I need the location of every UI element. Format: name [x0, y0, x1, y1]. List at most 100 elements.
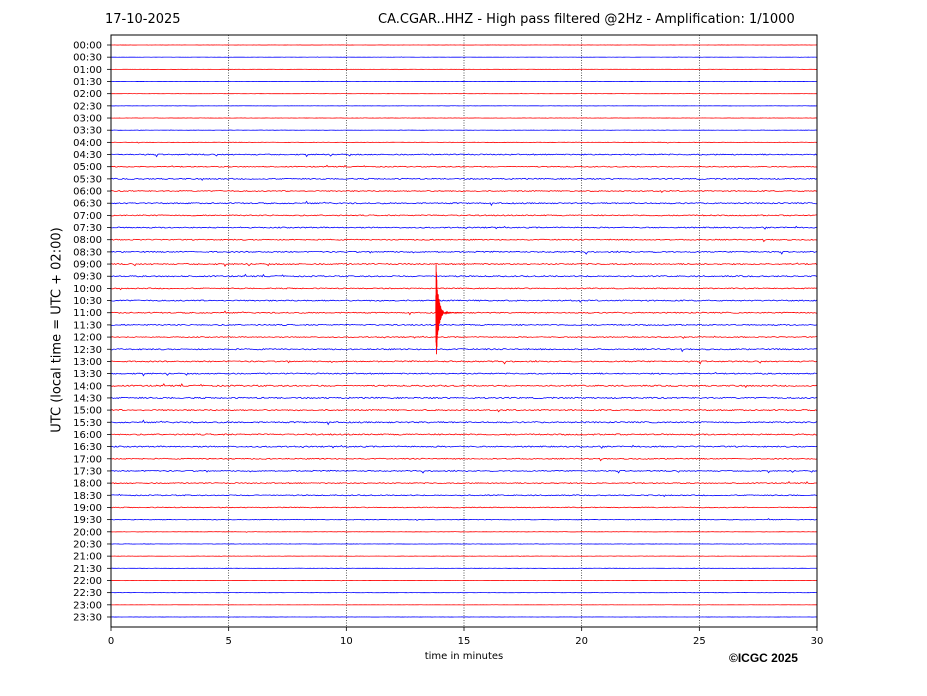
trace-line [110, 457, 817, 462]
trace-line [110, 531, 817, 533]
trace-line [110, 238, 817, 243]
trace-line [110, 579, 817, 582]
trace-line [110, 200, 817, 207]
trace-line [110, 310, 817, 316]
trace-line [110, 567, 817, 570]
y-tick-label: 03:30 [73, 126, 102, 137]
y-tick-label: 17:00 [73, 454, 102, 465]
x-tick-label: 15 [458, 636, 471, 647]
y-tick-label: 16:30 [73, 442, 102, 453]
event-waveform [435, 264, 444, 355]
date-label: 17-10-2025 [105, 12, 181, 27]
trace-line [110, 250, 817, 255]
y-tick-label: 15:00 [73, 406, 102, 417]
trace-line [110, 555, 817, 557]
y-tick-label: 09:30 [73, 272, 102, 283]
y-tick-label: 23:30 [73, 612, 102, 623]
y-tick-label: 17:30 [73, 466, 102, 477]
y-tick-label: 13:00 [73, 357, 102, 368]
trace-line [110, 409, 817, 413]
y-tick-label: 02:30 [73, 101, 102, 112]
trace-line [110, 153, 817, 158]
y-tick-label: 08:00 [73, 235, 102, 246]
y-tick-label: 19:30 [73, 515, 102, 526]
trace-line [110, 129, 817, 131]
y-tick-label: 09:00 [73, 260, 102, 271]
trace-line [110, 80, 817, 83]
x-tick-label: 5 [225, 636, 231, 647]
copyright-label: ©ICGC 2025 [729, 651, 798, 665]
y-tick-label: 18:00 [73, 479, 102, 490]
y-tick-label: 03:00 [73, 114, 102, 125]
trace-line [110, 419, 817, 426]
y-tick-label: 05:30 [73, 174, 102, 185]
trace-line [110, 506, 817, 509]
y-tick-label: 04:00 [73, 138, 102, 149]
trace-line [111, 348, 817, 353]
y-tick-label: 06:00 [73, 187, 102, 198]
y-tick-label: 15:30 [73, 418, 102, 429]
trace-line [110, 360, 817, 365]
trace-line [110, 323, 817, 326]
trace-line [110, 481, 817, 485]
trace-line [110, 68, 817, 71]
trace-line [110, 273, 817, 278]
y-tick-label: 12:30 [73, 345, 102, 356]
y-tick-label: 00:30 [73, 53, 102, 64]
y-tick-label: 21:30 [73, 564, 102, 575]
y-tick-label: 05:00 [73, 162, 102, 173]
y-tick-label: 20:00 [73, 527, 102, 538]
y-tick-label: 16:00 [73, 430, 102, 441]
y-tick-label: 07:30 [73, 223, 102, 234]
x-axis-label: time in minutes [424, 651, 504, 662]
trace-line [110, 92, 817, 95]
y-tick-label: 12:00 [73, 333, 102, 344]
trace-line [110, 372, 817, 377]
trace-line [110, 225, 817, 230]
y-tick-label: 11:30 [73, 320, 102, 331]
y-tick-label: 06:30 [73, 199, 102, 210]
y-tick-label: 07:00 [73, 211, 102, 222]
trace-line [110, 518, 817, 521]
y-tick-label: 04:30 [73, 150, 102, 161]
x-tick-label: 10 [340, 636, 353, 647]
trace-line [110, 164, 817, 168]
y-tick-label: 19:00 [73, 503, 102, 514]
trace-line [110, 383, 817, 389]
y-tick-label: 22:30 [73, 588, 102, 599]
y-tick-label: 14:30 [73, 393, 102, 404]
y-tick-label: 13:30 [73, 369, 102, 380]
y-tick-label: 21:00 [73, 552, 102, 563]
trace-line [110, 444, 817, 449]
trace-line [110, 493, 817, 498]
y-tick-label: 08:30 [73, 247, 102, 258]
y-tick-label: 23:00 [73, 600, 102, 611]
y-tick-label: 11:00 [73, 308, 102, 319]
trace-line [110, 396, 817, 400]
y-tick-label: 10:00 [73, 284, 102, 295]
x-tick-label: 25 [693, 636, 706, 647]
y-tick-label: 00:00 [73, 41, 102, 52]
trace-line [110, 141, 817, 144]
y-tick-label: 01:00 [73, 65, 102, 76]
trace-line [110, 287, 817, 291]
chart-title: CA.CGAR..HHZ - High pass filtered @2Hz -… [378, 12, 795, 27]
x-tick-label: 30 [811, 636, 824, 647]
x-tick-label: 0 [108, 636, 114, 647]
event-coda [442, 310, 463, 315]
y-tick-label: 10:30 [73, 296, 102, 307]
trace-line [110, 214, 817, 217]
trace-line [110, 262, 817, 267]
y-tick-label: 22:00 [73, 576, 102, 587]
trace-line [110, 469, 817, 474]
trace-line [110, 177, 817, 181]
y-axis-label: UTC (local time = UTC + 02:00) [49, 227, 65, 433]
y-tick-label: 01:30 [73, 77, 102, 88]
trace-line [110, 433, 817, 436]
y-tick-label: 14:00 [73, 381, 102, 392]
trace-line [110, 190, 817, 193]
trace-line [110, 56, 817, 58]
y-tick-label: 20:30 [73, 539, 102, 550]
trace-line [110, 299, 817, 303]
